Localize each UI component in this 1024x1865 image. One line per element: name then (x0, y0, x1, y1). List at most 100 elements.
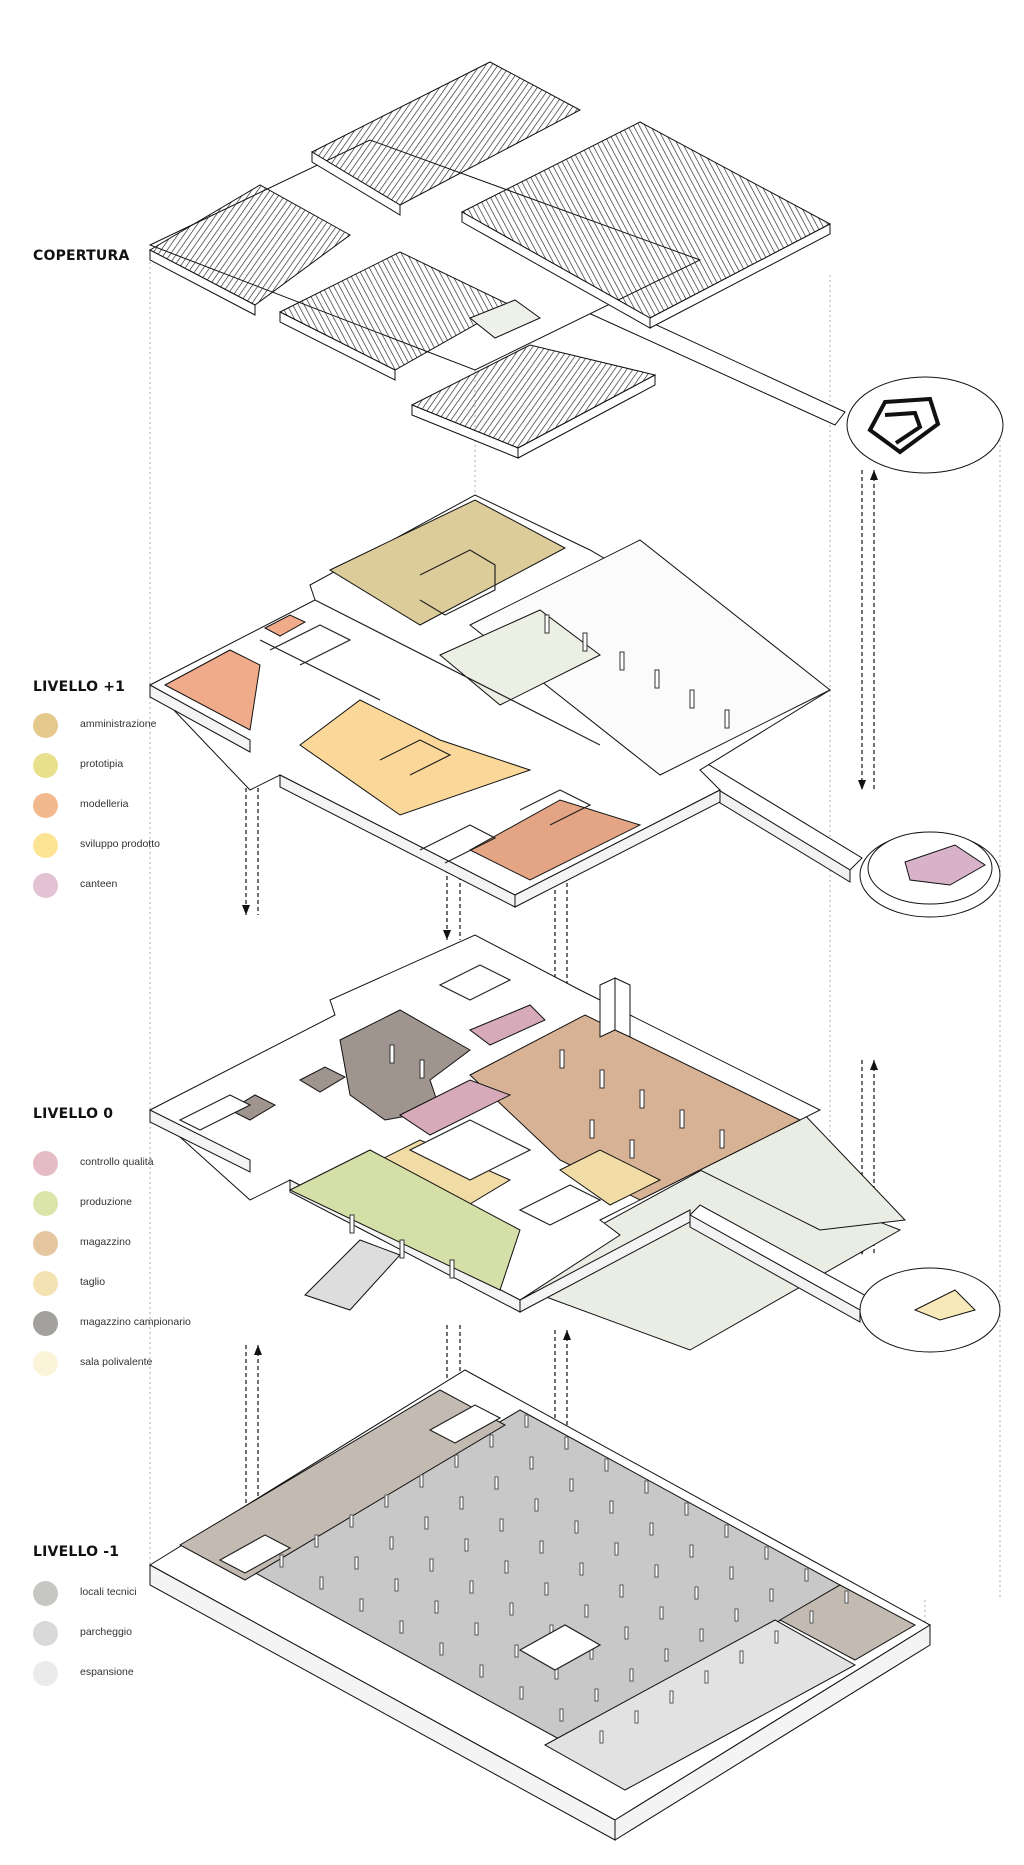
legend-swatch (33, 833, 58, 858)
column-slot (699, 1628, 704, 1642)
column-slot (629, 1668, 634, 1682)
column-slot (499, 1518, 504, 1532)
column-slot (559, 1708, 564, 1722)
column-slot (569, 1478, 574, 1492)
column-slot (524, 1414, 529, 1428)
column-slot (349, 1514, 354, 1528)
column-slot (519, 1686, 524, 1700)
level-minus1-plan (149, 1369, 931, 1841)
column-slot (704, 1670, 709, 1684)
column-slot (659, 1606, 664, 1620)
helipad (846, 376, 1004, 474)
column-slot (399, 1620, 404, 1634)
level-plus1-plan (149, 494, 1001, 918)
legend-swatch (33, 1581, 58, 1606)
column-slot (429, 1558, 434, 1572)
column-slot (474, 1622, 479, 1636)
legend-swatch (33, 1231, 58, 1256)
legend-label: locali tecnici (80, 1586, 137, 1598)
column-slot (619, 1584, 624, 1598)
legend-label: parcheggio (80, 1626, 132, 1638)
column-slot (459, 1496, 464, 1510)
column-slot (544, 1582, 549, 1596)
column-slot (389, 1536, 394, 1550)
legend-label: taglio (80, 1276, 106, 1288)
column-slot (734, 1608, 739, 1622)
column-slot (614, 1542, 619, 1556)
column-slot (654, 1564, 659, 1578)
column-slot (564, 1436, 569, 1450)
column-slot (769, 1588, 774, 1602)
column-slot (669, 1690, 674, 1704)
legend-swatch (33, 1271, 58, 1296)
legend-swatch (33, 1661, 58, 1686)
column-slot (844, 1590, 849, 1604)
legend-label: prototipia (80, 758, 124, 770)
column-slot (664, 1648, 669, 1662)
column-slot (739, 1650, 744, 1664)
column-slot (319, 1576, 324, 1590)
column-slot (434, 1600, 439, 1614)
column-slot (539, 1540, 544, 1554)
legend-swatch (33, 1151, 58, 1176)
column-slot (279, 1554, 284, 1568)
legend-label: canteen (80, 878, 118, 890)
legend-label: produzione (80, 1196, 132, 1208)
column-slot (494, 1476, 499, 1490)
column-slot (464, 1538, 469, 1552)
column-slot (384, 1494, 389, 1508)
column-slot (774, 1630, 779, 1644)
legend-swatch (33, 793, 58, 818)
column-slot (684, 1502, 689, 1516)
column-slot (359, 1598, 364, 1612)
column-slot (424, 1516, 429, 1530)
legend-label: sala polivalente (80, 1356, 153, 1368)
column-slot (469, 1580, 474, 1594)
legend-swatch (33, 1621, 58, 1646)
level-minus1-title: LIVELLO -1 (33, 1544, 120, 1560)
column-slot (504, 1560, 509, 1574)
column-slot (804, 1568, 809, 1582)
column-slot (584, 1604, 589, 1618)
column-slot (534, 1498, 539, 1512)
column-slot (604, 1458, 609, 1472)
column-slot (809, 1610, 814, 1624)
column-slot (649, 1522, 654, 1536)
column-slot (579, 1562, 584, 1576)
column-slot (479, 1664, 484, 1678)
legend-label: espansione (80, 1666, 134, 1678)
column-slot (764, 1546, 769, 1560)
legend-swatch (33, 1351, 58, 1376)
column-slot (634, 1710, 639, 1724)
legend-label: modelleria (80, 798, 129, 810)
column-slot (689, 1544, 694, 1558)
roof-level (148, 61, 1004, 474)
legend-swatch (33, 1311, 58, 1336)
column-slot (574, 1520, 579, 1534)
column-slot (644, 1480, 649, 1494)
level-0-plan (149, 934, 1001, 1353)
column-slot (454, 1454, 459, 1468)
column-slot (354, 1556, 359, 1570)
legend-label: magazzino campionario (80, 1316, 191, 1328)
legend-swatch (33, 753, 58, 778)
legend-label: amministrazione (80, 718, 157, 730)
legend-swatch (33, 1191, 58, 1216)
roof-title: COPERTURA (33, 248, 130, 264)
column-slot (594, 1688, 599, 1702)
legend-label: controllo qualità (80, 1156, 154, 1168)
column-slot (729, 1566, 734, 1580)
level-0-title: LIVELLO 0 (33, 1106, 114, 1122)
parking-columns (279, 1414, 849, 1744)
column-slot (394, 1578, 399, 1592)
column-slot (724, 1524, 729, 1538)
legend-label: sviluppo prodotto (80, 838, 160, 850)
column-slot (529, 1456, 534, 1470)
column-slot (489, 1434, 494, 1448)
legend-label: magazzino (80, 1236, 131, 1248)
column-slot (514, 1644, 519, 1658)
column-slot (694, 1586, 699, 1600)
column-slot (314, 1534, 319, 1548)
legend-swatch (33, 713, 58, 738)
